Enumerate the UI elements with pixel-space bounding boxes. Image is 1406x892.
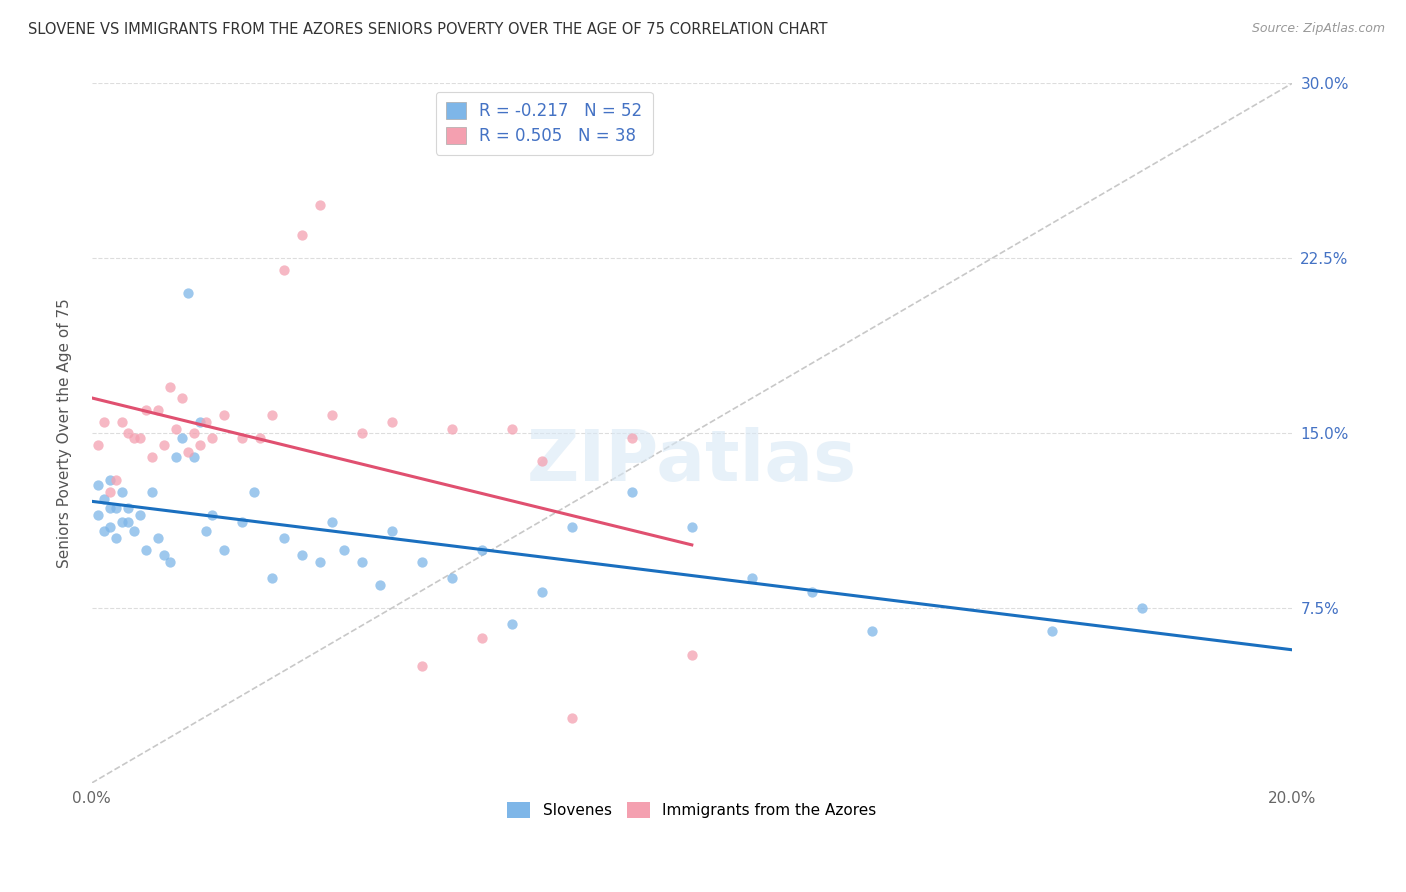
Point xyxy=(122,431,145,445)
Point xyxy=(98,473,121,487)
Point xyxy=(152,438,174,452)
Point xyxy=(242,484,264,499)
Point xyxy=(135,542,157,557)
Point xyxy=(188,415,211,429)
Point xyxy=(411,554,433,568)
Point xyxy=(165,450,187,464)
Point xyxy=(104,500,127,515)
Point xyxy=(86,438,108,452)
Point xyxy=(146,531,169,545)
Point xyxy=(381,415,404,429)
Point xyxy=(471,632,494,646)
Point xyxy=(135,403,157,417)
Text: ZIPatlas: ZIPatlas xyxy=(527,426,856,496)
Point xyxy=(128,431,150,445)
Point xyxy=(111,484,134,499)
Point xyxy=(128,508,150,522)
Point xyxy=(530,454,553,468)
Point xyxy=(86,508,108,522)
Point xyxy=(260,408,283,422)
Point xyxy=(152,548,174,562)
Point xyxy=(93,524,115,538)
Point xyxy=(368,578,391,592)
Point xyxy=(231,515,253,529)
Point xyxy=(194,524,217,538)
Point xyxy=(183,450,205,464)
Point xyxy=(165,421,187,435)
Point xyxy=(141,484,163,499)
Point xyxy=(308,554,330,568)
Point xyxy=(681,648,703,662)
Point xyxy=(411,659,433,673)
Point xyxy=(86,477,108,491)
Point xyxy=(176,445,198,459)
Point xyxy=(249,431,271,445)
Point xyxy=(141,450,163,464)
Point xyxy=(159,379,181,393)
Point xyxy=(93,491,115,506)
Point xyxy=(122,524,145,538)
Point xyxy=(530,584,553,599)
Point xyxy=(561,519,583,533)
Y-axis label: Seniors Poverty Over the Age of 75: Seniors Poverty Over the Age of 75 xyxy=(58,298,72,568)
Point xyxy=(111,515,134,529)
Point xyxy=(308,197,330,211)
Point xyxy=(201,431,224,445)
Point xyxy=(501,617,523,632)
Point xyxy=(159,554,181,568)
Point xyxy=(1040,624,1063,639)
Point xyxy=(260,571,283,585)
Point xyxy=(111,415,134,429)
Point xyxy=(117,500,139,515)
Point xyxy=(620,431,643,445)
Legend: Slovenes, Immigrants from the Azores: Slovenes, Immigrants from the Azores xyxy=(502,797,883,824)
Point xyxy=(212,542,235,557)
Point xyxy=(681,519,703,533)
Point xyxy=(860,624,883,639)
Point xyxy=(117,515,139,529)
Point xyxy=(561,711,583,725)
Point xyxy=(321,515,343,529)
Point xyxy=(350,426,373,441)
Point xyxy=(146,403,169,417)
Point xyxy=(501,421,523,435)
Point xyxy=(471,542,494,557)
Point xyxy=(212,408,235,422)
Point xyxy=(104,531,127,545)
Point xyxy=(1130,601,1153,615)
Point xyxy=(231,431,253,445)
Point xyxy=(350,554,373,568)
Point xyxy=(117,426,139,441)
Point xyxy=(273,531,295,545)
Point xyxy=(741,571,763,585)
Point xyxy=(104,473,127,487)
Text: SLOVENE VS IMMIGRANTS FROM THE AZORES SENIORS POVERTY OVER THE AGE OF 75 CORRELA: SLOVENE VS IMMIGRANTS FROM THE AZORES SE… xyxy=(28,22,828,37)
Point xyxy=(183,426,205,441)
Point xyxy=(98,484,121,499)
Point xyxy=(332,542,354,557)
Point xyxy=(321,408,343,422)
Point xyxy=(194,415,217,429)
Point xyxy=(291,548,314,562)
Point xyxy=(620,484,643,499)
Point xyxy=(273,263,295,277)
Point xyxy=(201,508,224,522)
Point xyxy=(170,431,193,445)
Point xyxy=(176,286,198,301)
Point xyxy=(440,421,463,435)
Point xyxy=(93,415,115,429)
Point xyxy=(98,500,121,515)
Point xyxy=(291,227,314,242)
Point xyxy=(170,391,193,405)
Point xyxy=(440,571,463,585)
Text: Source: ZipAtlas.com: Source: ZipAtlas.com xyxy=(1251,22,1385,36)
Point xyxy=(800,584,823,599)
Point xyxy=(381,524,404,538)
Point xyxy=(98,519,121,533)
Point xyxy=(188,438,211,452)
